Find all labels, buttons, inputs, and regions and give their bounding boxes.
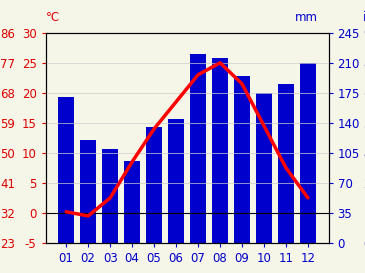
Text: °C: °C <box>46 11 60 24</box>
Bar <box>234 76 250 243</box>
Text: mm: mm <box>295 11 318 24</box>
Bar <box>212 58 228 243</box>
Bar <box>300 63 316 243</box>
Bar <box>168 118 184 243</box>
Bar <box>146 127 162 243</box>
Text: inch: inch <box>362 11 365 24</box>
Bar <box>124 161 140 243</box>
Bar <box>103 149 118 243</box>
Bar <box>278 84 294 243</box>
Bar <box>191 54 206 243</box>
Bar <box>80 140 96 243</box>
Bar <box>256 93 272 243</box>
Bar <box>58 97 74 243</box>
